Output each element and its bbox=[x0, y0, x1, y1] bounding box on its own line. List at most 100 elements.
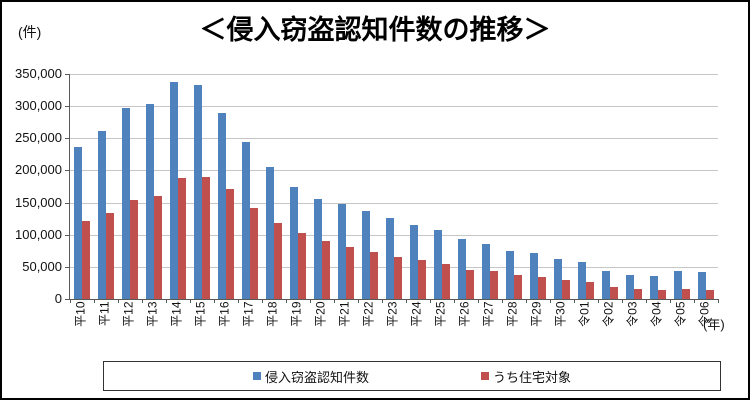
x-axis-tick bbox=[622, 299, 623, 303]
bar-residential bbox=[418, 260, 426, 299]
bar-cluster bbox=[622, 74, 646, 299]
x-axis-tick bbox=[310, 299, 311, 303]
legend-swatch-blue-icon bbox=[252, 372, 261, 380]
gridline bbox=[70, 170, 718, 172]
bar-residential bbox=[298, 232, 306, 299]
x-axis-tick-label: 令04 bbox=[649, 301, 664, 327]
x-axis-tick-label: 平17 bbox=[241, 301, 256, 327]
x-axis-tick-label: 令03 bbox=[625, 301, 640, 327]
x-axis-tick-label: 平15 bbox=[193, 301, 208, 327]
x-axis-tick-label: 平26 bbox=[457, 301, 472, 327]
bar-total bbox=[242, 141, 250, 299]
bar-cluster bbox=[70, 74, 94, 299]
x-axis-tick bbox=[406, 299, 407, 303]
bar-cluster bbox=[454, 74, 478, 299]
chart-title: ＜侵入窃盗認知件数の推移＞ bbox=[199, 15, 551, 45]
bar-total bbox=[674, 270, 682, 299]
x-axis-tick bbox=[502, 299, 503, 303]
y-axis-tick-label: 200,000 bbox=[15, 162, 62, 178]
x-axis-tick bbox=[118, 299, 119, 303]
x-axis-tick bbox=[94, 299, 95, 303]
x-axis-tick bbox=[166, 299, 167, 303]
bar-residential bbox=[322, 241, 330, 299]
bar-cluster bbox=[142, 74, 166, 299]
bar-cluster bbox=[574, 74, 598, 299]
legend-label-residential: うち住宅対象 bbox=[493, 369, 572, 385]
x-axis-tick bbox=[334, 299, 335, 303]
x-axis-tick-label: 平24 bbox=[409, 301, 424, 327]
x-axis-tick bbox=[526, 299, 527, 303]
bar-total bbox=[290, 186, 298, 299]
x-axis-tick-label: 平11 bbox=[97, 301, 112, 326]
y-axis-tick-label: 350,000 bbox=[15, 66, 62, 81]
bar-total bbox=[98, 131, 106, 299]
gridline bbox=[70, 74, 718, 75]
bar-total bbox=[626, 275, 634, 299]
bar-cluster bbox=[358, 74, 382, 299]
bar-residential bbox=[394, 256, 402, 299]
bar-residential bbox=[250, 207, 258, 299]
bar-residential bbox=[562, 279, 570, 299]
bar-residential bbox=[274, 222, 282, 299]
bar-cluster bbox=[118, 74, 142, 299]
bar-total bbox=[434, 230, 442, 299]
bar-total bbox=[482, 244, 490, 299]
bar-total bbox=[266, 167, 274, 299]
bar-total bbox=[194, 84, 202, 299]
x-axis-tick-label: 平25 bbox=[433, 301, 448, 327]
gridline bbox=[70, 106, 718, 108]
y-axis-tick bbox=[65, 299, 70, 300]
bar-residential bbox=[130, 200, 138, 299]
bar-cluster bbox=[694, 74, 718, 299]
x-axis-tick-label: 平29 bbox=[529, 301, 544, 327]
bar-total bbox=[578, 262, 586, 299]
bar-cluster bbox=[310, 74, 334, 299]
y-axis-tick-label: 0 bbox=[54, 291, 62, 306]
y-axis-tick bbox=[65, 202, 70, 204]
x-axis-tick bbox=[142, 299, 143, 303]
x-axis-tick bbox=[718, 299, 719, 303]
bar-residential bbox=[202, 176, 210, 299]
x-axis-tick bbox=[646, 299, 647, 303]
bar-total bbox=[170, 81, 178, 299]
bar-cluster bbox=[670, 74, 694, 299]
x-axis-tick-label: 令01 bbox=[577, 301, 592, 327]
x-axis-tick-label: 令02 bbox=[601, 301, 616, 327]
x-axis-tick-label: 平30 bbox=[553, 301, 568, 327]
gridline bbox=[70, 138, 718, 140]
y-axis-tick-label: 50,000 bbox=[22, 258, 62, 274]
x-axis-tick-label: 平10 bbox=[73, 301, 88, 327]
x-axis-tick bbox=[70, 299, 71, 303]
x-axis-tick bbox=[190, 299, 191, 303]
bar-residential bbox=[514, 275, 522, 299]
x-axis-tick bbox=[478, 299, 479, 303]
legend-swatch-red-icon bbox=[481, 372, 489, 380]
x-axis-tick-label: 平28 bbox=[505, 301, 520, 327]
bar-total bbox=[218, 112, 226, 299]
y-axis-tick bbox=[65, 106, 70, 108]
x-axis-tick-label: 平19 bbox=[289, 301, 304, 327]
bar-cluster bbox=[526, 74, 550, 299]
bar-residential bbox=[706, 290, 714, 299]
x-axis-tick-label: 平21 bbox=[337, 301, 352, 327]
bar-residential bbox=[442, 263, 450, 299]
bar-cluster bbox=[166, 74, 190, 299]
x-axis-tick bbox=[430, 299, 431, 303]
bar-total bbox=[506, 250, 514, 299]
bar-total bbox=[410, 225, 418, 299]
x-axis-tick bbox=[262, 299, 263, 303]
bar-cluster bbox=[646, 74, 670, 299]
bar-cluster bbox=[286, 74, 310, 299]
x-axis-tick-label: 平20 bbox=[313, 301, 328, 327]
y-axis-tick bbox=[65, 170, 70, 172]
x-axis-tick-label: 平12 bbox=[121, 301, 136, 327]
y-axis-tick bbox=[65, 138, 70, 140]
gridline bbox=[70, 234, 718, 236]
bar-residential bbox=[634, 289, 642, 299]
bar-residential bbox=[178, 177, 186, 299]
y-axis-tick bbox=[65, 74, 70, 75]
bar-total bbox=[530, 252, 538, 299]
bar-total bbox=[314, 198, 322, 299]
x-axis-tick bbox=[454, 299, 455, 303]
bar-cluster bbox=[214, 74, 238, 299]
